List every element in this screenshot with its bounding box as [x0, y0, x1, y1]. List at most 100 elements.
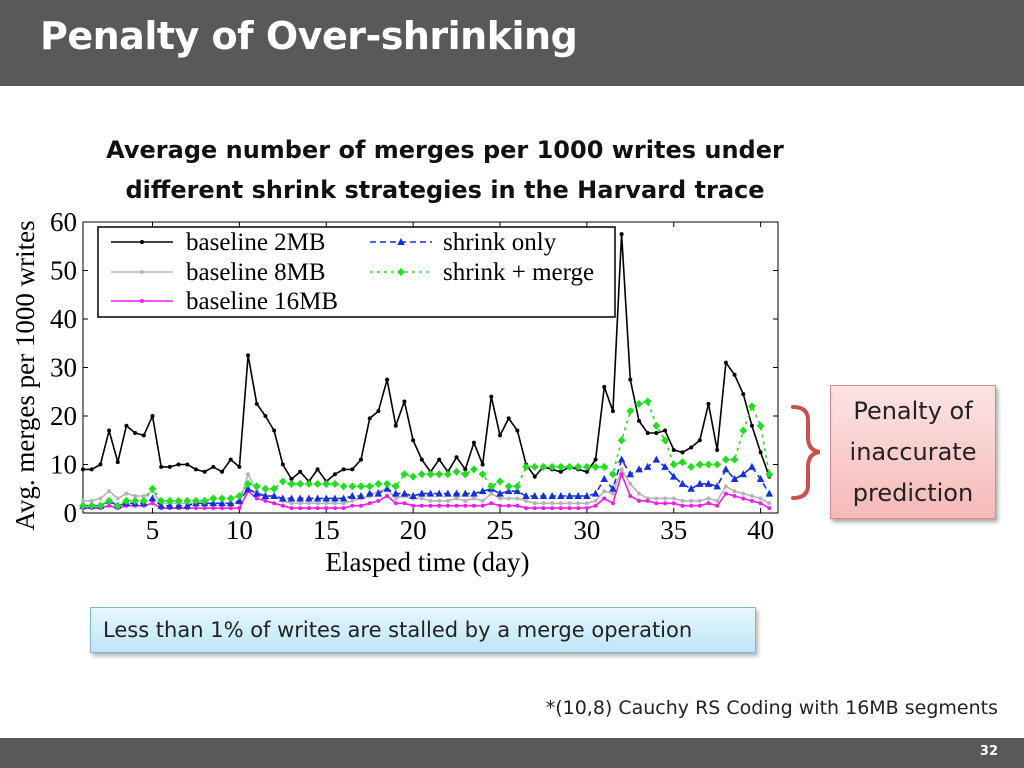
data-point — [765, 470, 774, 479]
data-point — [628, 494, 633, 499]
data-point — [539, 492, 548, 500]
legend-marker — [140, 270, 144, 274]
data-point — [237, 506, 242, 511]
data-point — [461, 489, 470, 497]
data-point — [374, 489, 383, 497]
data-point — [220, 469, 224, 474]
data-point — [376, 498, 381, 503]
data-point — [81, 467, 85, 472]
data-point — [480, 503, 485, 508]
y-tick-label: 10 — [50, 450, 77, 480]
line-chart: 5 10 15 20 25 30 35 40 0 10 20 30 40 50 60 Elasped time… — [10, 207, 820, 577]
slide-title: Penalty of Over-shrinking — [40, 14, 578, 58]
data-point — [558, 501, 563, 506]
data-point — [669, 460, 678, 469]
data-point — [697, 503, 702, 508]
data-point — [489, 491, 494, 496]
data-point — [732, 489, 737, 494]
data-point — [565, 492, 574, 500]
data-point — [610, 409, 615, 414]
data-point — [133, 430, 138, 435]
data-point — [304, 479, 313, 488]
data-point — [306, 501, 311, 506]
data-point — [341, 506, 346, 511]
data-point — [107, 489, 112, 494]
data-point — [593, 498, 598, 503]
data-point — [183, 501, 192, 509]
data-point — [591, 462, 600, 471]
data-point — [454, 455, 459, 460]
data-point — [576, 501, 581, 506]
data-point — [715, 447, 720, 452]
x-tick-label: 35 — [660, 515, 687, 545]
data-point — [713, 482, 721, 490]
data-point — [548, 462, 557, 471]
data-point — [252, 482, 261, 491]
data-point — [643, 462, 652, 470]
data-point — [124, 491, 129, 496]
data-point — [428, 503, 433, 508]
data-point — [437, 503, 442, 508]
data-point — [532, 501, 537, 506]
data-point — [98, 496, 103, 501]
data-point — [141, 494, 146, 499]
data-point — [756, 421, 765, 430]
callout-line-2: inaccurate — [849, 438, 977, 466]
data-point — [280, 503, 285, 508]
data-point — [489, 394, 494, 399]
data-point — [715, 498, 720, 503]
data-point — [739, 470, 748, 478]
data-point — [157, 501, 165, 509]
data-point — [278, 477, 287, 486]
page-number: 32 — [979, 744, 998, 759]
data-point — [504, 487, 513, 495]
data-point — [687, 462, 696, 471]
data-point — [739, 426, 748, 435]
data-point — [148, 494, 157, 502]
data-point — [558, 469, 563, 474]
data-point — [593, 503, 598, 508]
data-point — [584, 501, 589, 506]
data-point — [141, 433, 146, 438]
data-point — [306, 506, 311, 511]
bottom-bar: 32 — [0, 738, 1024, 768]
data-point — [654, 430, 659, 435]
data-point — [749, 423, 754, 428]
data-point — [139, 496, 148, 505]
data-point — [524, 498, 529, 503]
data-point — [350, 498, 355, 503]
data-point — [687, 484, 695, 492]
data-point — [704, 479, 713, 487]
data-point — [637, 498, 641, 503]
y-axis-label: Avg. merges per 1000 writes — [10, 220, 40, 530]
data-point — [226, 499, 235, 507]
data-point — [610, 491, 615, 496]
data-point — [254, 401, 259, 406]
data-point — [411, 503, 416, 508]
data-point — [741, 392, 746, 397]
data-point — [359, 503, 363, 508]
data-point — [218, 494, 226, 503]
data-point — [400, 489, 409, 497]
data-point — [654, 501, 659, 506]
data-point — [211, 464, 216, 469]
data-point — [506, 503, 511, 508]
data-point — [322, 494, 331, 502]
data-point — [131, 496, 140, 505]
data-point — [124, 423, 129, 428]
data-point — [437, 457, 442, 462]
data-point — [383, 484, 391, 492]
data-point — [471, 503, 476, 508]
data-point — [165, 496, 174, 505]
data-point — [608, 470, 617, 479]
data-point — [661, 436, 670, 445]
legend-marker — [140, 299, 144, 303]
data-point — [435, 489, 443, 497]
data-point — [315, 501, 320, 506]
data-point — [628, 377, 633, 382]
y-tick-label: 0 — [64, 498, 78, 528]
data-point — [756, 475, 765, 483]
data-point — [637, 491, 641, 496]
data-point — [680, 450, 685, 455]
data-point — [522, 492, 530, 500]
